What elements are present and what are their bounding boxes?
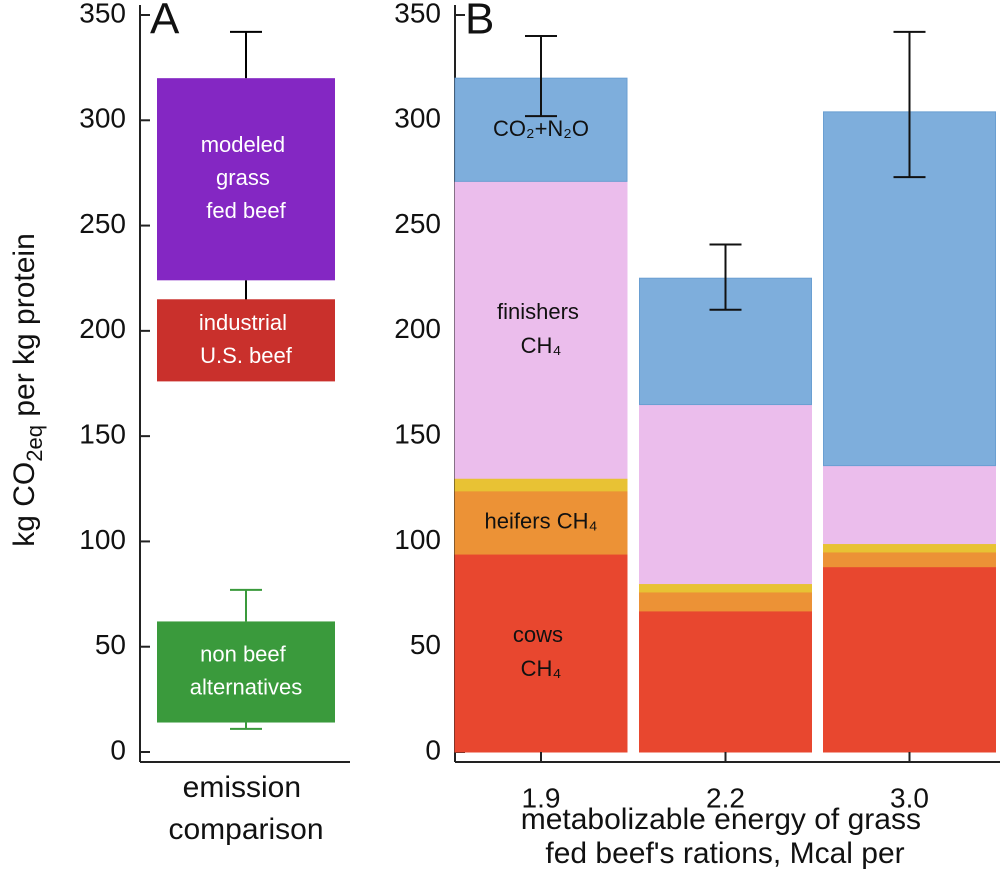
box-label: non beef alternatives xyxy=(190,641,303,699)
bar-segment xyxy=(639,610,812,753)
bar-segment xyxy=(823,566,996,753)
range-box xyxy=(157,299,335,382)
bar-segment xyxy=(454,490,628,555)
bar-segment xyxy=(823,465,996,545)
x-tick-label: 2.2 xyxy=(706,782,745,813)
x-axis-label: metabolizable energy of grass fed beef's… xyxy=(521,803,930,870)
bar-segment xyxy=(639,583,812,593)
segment-label: cows CH₄ xyxy=(513,622,569,681)
y-tick-label: 0 xyxy=(425,734,441,765)
range-box xyxy=(157,78,335,281)
y-tick-label: 350 xyxy=(394,0,441,28)
y-tick-label: 350 xyxy=(79,0,126,28)
bar-segment xyxy=(639,404,812,585)
y-tick-label: 0 xyxy=(110,734,126,765)
range-box xyxy=(157,621,335,723)
y-tick-label: 200 xyxy=(79,313,126,344)
box-label: modeled grass fed beef xyxy=(201,132,292,223)
y-tick-label: 300 xyxy=(394,103,441,134)
y-tick-label: 250 xyxy=(79,208,126,239)
bar-segment xyxy=(823,551,996,568)
y-tick-label: 200 xyxy=(394,313,441,344)
y-tick-label: 50 xyxy=(95,629,126,660)
y-label-part: per kg protein xyxy=(8,233,41,425)
y-tick-label: 100 xyxy=(394,524,441,555)
segment-label: heifers CH₄ xyxy=(485,508,598,533)
bar-segment xyxy=(454,553,628,753)
y-label-part: 2eq xyxy=(22,425,47,462)
segment-label: CO₂+N₂O xyxy=(493,116,589,141)
y-tick-label: 250 xyxy=(394,208,441,239)
y-axis-label: kg CO2eq per kg protein xyxy=(8,233,47,547)
y-tick-label: 150 xyxy=(394,419,441,450)
bar-segment xyxy=(639,591,812,612)
x-axis-label: emission comparison xyxy=(168,771,323,846)
y-tick-label: 100 xyxy=(79,524,126,555)
y-tick-label: 300 xyxy=(79,103,126,134)
x-tick-label: 1.9 xyxy=(522,782,561,813)
box-label: industrial U.S. beef xyxy=(199,310,293,368)
panel-label: B xyxy=(465,0,494,44)
y-label-part: kg CO xyxy=(8,462,41,547)
bar-segment xyxy=(454,477,628,492)
y-tick-label: 50 xyxy=(410,629,441,660)
bar-segment xyxy=(823,543,996,553)
panel-label: A xyxy=(150,0,180,44)
segment-label: finishers CH₄ xyxy=(497,299,585,358)
bar-segment xyxy=(454,180,628,479)
y-tick-label: 150 xyxy=(79,419,126,450)
x-tick-label: 3.0 xyxy=(890,782,929,813)
